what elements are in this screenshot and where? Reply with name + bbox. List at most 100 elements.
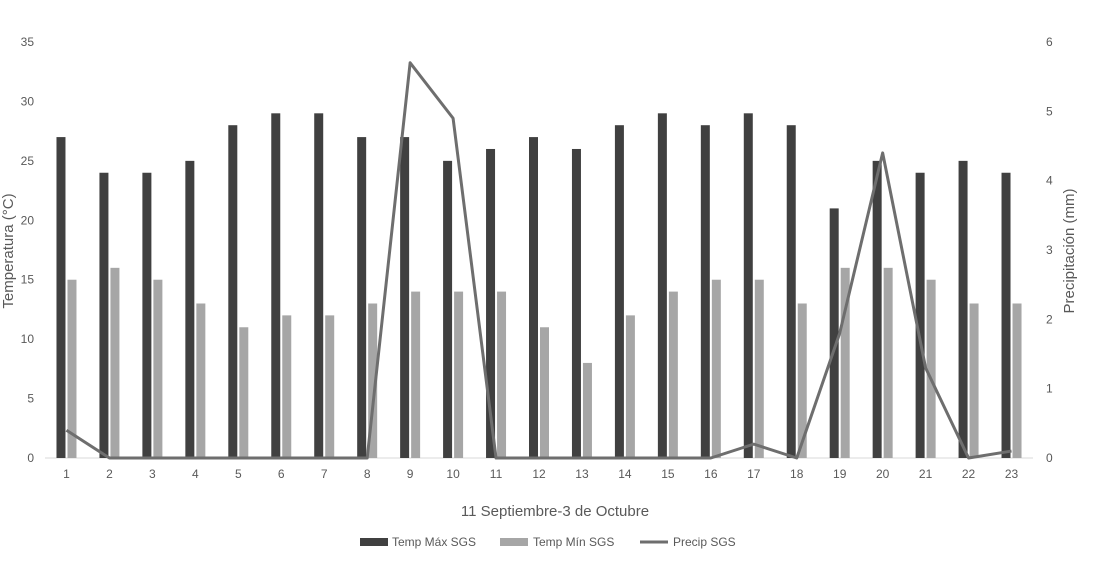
y-axis-title: Temperatura (°C) — [0, 193, 17, 308]
bar-temp-min — [67, 279, 77, 458]
bar-temp-min — [325, 315, 335, 458]
y2-tick-label: 1 — [1046, 382, 1053, 396]
bar-temp-min — [969, 303, 979, 458]
y2-axis-title: Precipitación (mm) — [1061, 188, 1078, 313]
y-tick-label: 35 — [21, 35, 35, 49]
bar-temp-max — [99, 172, 109, 458]
legend: Temp Máx SGS Temp Mín SGS Precip SGS — [360, 535, 736, 549]
legend-label-precip: Precip SGS — [673, 535, 736, 549]
bar-temp-min — [368, 303, 378, 458]
bar-temp-min — [797, 303, 807, 458]
bars-layer — [56, 113, 1022, 459]
x-tick-label: 11 — [490, 467, 503, 481]
x-tick-label: 23 — [1005, 467, 1019, 481]
legend-label-temp-min: Temp Mín SGS — [533, 535, 614, 549]
y-tick-label: 30 — [21, 94, 35, 108]
x-axis-title: 11 Septiembre-3 de Octubre — [461, 503, 649, 520]
y-tick-label: 15 — [21, 273, 35, 287]
bar-temp-max — [56, 137, 66, 459]
x-tick-label: 2 — [106, 467, 113, 481]
bar-temp-max — [872, 160, 882, 458]
y-tick-label: 5 — [27, 392, 34, 406]
legend-label-temp-max: Temp Máx SGS — [392, 535, 476, 549]
x-tick-label: 7 — [321, 467, 328, 481]
x-tick-label: 13 — [575, 467, 589, 481]
y2-tick-label: 4 — [1046, 174, 1053, 188]
bar-temp-max — [657, 113, 667, 459]
y2-tick-label: 2 — [1046, 312, 1053, 326]
y2-tick-label: 5 — [1046, 104, 1053, 118]
bar-temp-max — [529, 137, 538, 459]
bar-temp-max — [185, 160, 195, 458]
bar-temp-min — [282, 315, 292, 458]
bar-temp-min — [625, 315, 635, 458]
bar-temp-min — [497, 291, 507, 458]
bar-temp-max — [271, 113, 281, 459]
bar-temp-max — [700, 125, 710, 458]
bar-temp-min — [754, 279, 764, 458]
x-tick-label: 14 — [618, 467, 632, 481]
x-tick-label: 17 — [747, 467, 761, 481]
bar-temp-max — [829, 208, 839, 458]
bar-temp-max — [1001, 172, 1011, 458]
bar-temp-max — [915, 172, 925, 458]
bar-temp-max — [486, 148, 496, 458]
y-tick-label: 20 — [21, 213, 35, 227]
bar-temp-max — [614, 125, 624, 458]
bar-temp-min — [196, 303, 206, 458]
bar-temp-max — [958, 160, 968, 458]
y-tick-label: 10 — [21, 332, 35, 346]
x-tick-label: 4 — [192, 467, 199, 481]
legend-swatch-temp-min — [500, 538, 528, 546]
bar-temp-min — [668, 291, 678, 458]
x-tick-label: 18 — [790, 467, 804, 481]
bar-temp-max — [142, 172, 152, 458]
y-tick-label: 25 — [21, 154, 35, 168]
y-tick-label: 0 — [27, 451, 34, 465]
bar-temp-max — [443, 160, 453, 458]
bar-temp-min — [883, 267, 893, 458]
bar-temp-min — [926, 279, 936, 458]
x-axis-ticks: 1 2 3 4 5 6 7 8 9 10 11 12 13 14 15 16 17 18 19 20 21 22 23 — [63, 467, 1018, 481]
bar-temp-max — [571, 148, 581, 458]
x-tick-label: 19 — [833, 467, 847, 481]
x-tick-label: 12 — [532, 467, 546, 481]
bar-temp-min — [1012, 303, 1022, 458]
y2-tick-label: 0 — [1046, 451, 1053, 465]
bar-temp-min — [582, 362, 592, 458]
bar-temp-min — [454, 291, 464, 458]
x-tick-label: 20 — [876, 467, 890, 481]
y2-axis-ticks: 0 1 2 3 4 5 6 — [1046, 35, 1053, 465]
line-precip — [65, 61, 1012, 460]
bar-temp-min — [153, 279, 163, 458]
bar-temp-min — [110, 267, 120, 458]
bar-temp-max — [786, 125, 796, 458]
bar-temp-min — [540, 327, 549, 458]
x-tick-label: 15 — [661, 467, 675, 481]
x-tick-label: 8 — [364, 467, 371, 481]
x-tick-label: 22 — [962, 467, 976, 481]
y-axis-ticks: 0 5 10 15 20 25 30 35 — [21, 35, 35, 465]
bar-temp-min — [239, 327, 249, 458]
y2-tick-label: 6 — [1046, 35, 1053, 49]
bar-temp-min — [840, 267, 850, 458]
bar-temp-max — [400, 137, 410, 459]
x-tick-label: 6 — [278, 467, 285, 481]
x-tick-label: 1 — [63, 467, 70, 481]
x-tick-label: 10 — [446, 467, 460, 481]
bar-temp-min — [411, 291, 421, 458]
bar-temp-max — [743, 113, 753, 459]
bar-temp-max — [314, 113, 324, 459]
x-tick-label: 16 — [704, 467, 718, 481]
x-tick-label: 3 — [149, 467, 156, 481]
x-tick-label: 21 — [919, 467, 933, 481]
bar-temp-min — [711, 279, 721, 458]
x-tick-label: 9 — [407, 467, 414, 481]
x-tick-label: 5 — [235, 467, 242, 481]
line-layer — [65, 61, 1012, 460]
y2-tick-label: 3 — [1046, 243, 1053, 257]
bar-temp-max — [228, 125, 238, 458]
bar-temp-max — [357, 137, 367, 459]
